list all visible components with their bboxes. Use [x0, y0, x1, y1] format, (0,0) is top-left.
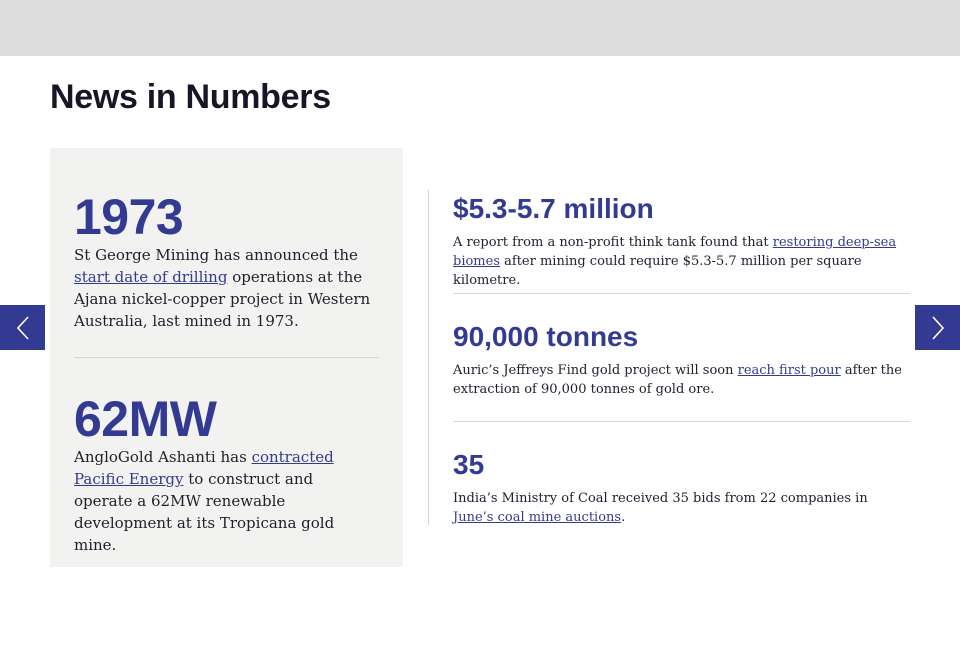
stat-link[interactable]: start date of drilling — [74, 268, 228, 286]
stat-description: A report from a non-profit think tank fo… — [453, 233, 910, 290]
stat-text-part: operations at the Ajana nickel-copper pr… — [74, 268, 371, 330]
stat-figure: 90,000 tonnes — [453, 321, 639, 352]
divider — [74, 357, 379, 358]
featured-stats-card: 1973 St George Mining has announced the … — [50, 148, 403, 567]
stat-description: AngloGold Ashanti has contracted Pacific… — [74, 446, 374, 556]
stat-text-part: A report from a non-profit think tank fo… — [453, 235, 773, 250]
chevron-right-icon — [931, 315, 944, 340]
stat-description: India’s Ministry of Coal received 35 bid… — [453, 489, 910, 527]
stat-text-part: to construct and operate a 62MW renewabl… — [74, 470, 335, 554]
stat-item: 35 India’s Ministry of Coal received 35 … — [453, 451, 910, 527]
section-title: News in Numbers — [50, 78, 331, 116]
stat-text-part: after the extraction of 90,000 tonnes of… — [453, 363, 902, 397]
top-banner — [0, 0, 960, 56]
divider — [453, 421, 910, 422]
stat-figure: 35 — [453, 449, 485, 480]
stat-text-part: St George Mining has announced the — [74, 246, 358, 264]
stat-figure: 1973 — [74, 189, 184, 245]
divider — [453, 293, 910, 294]
carousel-next-button[interactable] — [915, 305, 960, 350]
stat-link[interactable]: June’s coal mine auctions — [453, 510, 622, 525]
stat-link[interactable]: reach first pour — [737, 363, 841, 378]
stat-item: 90,000 tonnes Auric’s Jeffreys Find gold… — [453, 323, 910, 399]
stat-figure: $5.3-5.7 million — [453, 193, 654, 224]
stat-link[interactable]: restoring deep-sea biomes — [453, 235, 897, 269]
stat-text-part: . — [621, 510, 626, 525]
stat-description: Auric’s Jeffreys Find gold project will … — [453, 361, 910, 399]
stat-item: $5.3-5.7 million A report from a non-pro… — [453, 195, 910, 290]
carousel-prev-button[interactable] — [0, 305, 45, 350]
column-divider — [428, 190, 429, 525]
chevron-left-icon — [16, 315, 29, 340]
stat-text-part: AngloGold Ashanti has — [74, 448, 252, 466]
stat-text-part: Auric’s Jeffreys Find gold project will … — [453, 363, 738, 378]
stat-text-part: after mining could require $5.3-5.7 mill… — [453, 254, 862, 288]
stat-text-part: India’s Ministry of Coal received 35 bid… — [453, 491, 868, 506]
stat-figure: 62MW — [74, 391, 217, 447]
stat-description: St George Mining has announced the start… — [74, 244, 374, 332]
stat-link[interactable]: contracted Pacific Energy — [74, 448, 334, 488]
